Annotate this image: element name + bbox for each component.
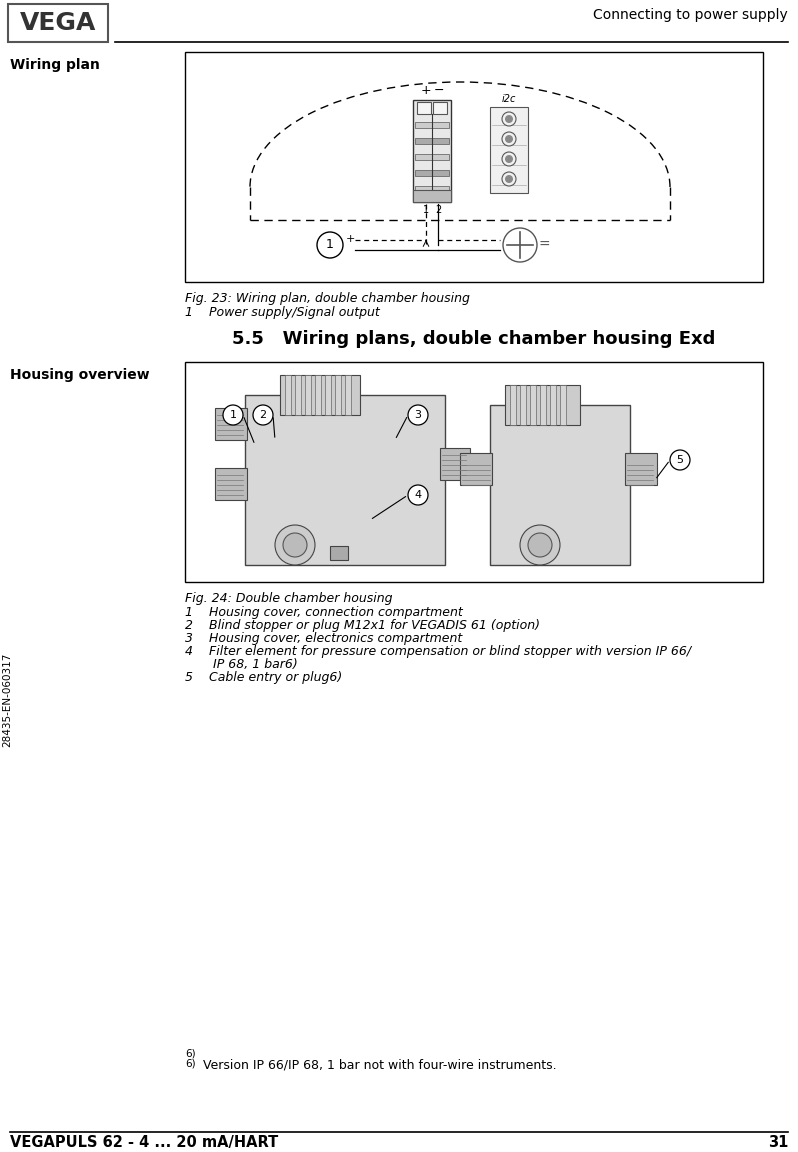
Text: 2: 2 [435,205,441,215]
Text: VEGA: VEGA [20,12,97,35]
Bar [280,376,360,415]
Circle shape [408,485,428,505]
Bar [510,385,516,425]
Bar [415,138,449,144]
Circle shape [317,232,343,258]
Bar [315,376,321,415]
Text: 1    Housing cover, connection compartment: 1 Housing cover, connection compartment [185,606,463,619]
Circle shape [502,132,516,146]
Circle shape [275,525,315,564]
Bar [215,468,247,500]
Text: i2c: i2c [502,94,516,104]
Bar [345,376,351,415]
Circle shape [503,228,537,262]
Circle shape [502,172,516,185]
Text: 1: 1 [230,410,236,420]
Bar [490,406,630,564]
Circle shape [505,115,513,123]
Bar [8,3,108,41]
Circle shape [253,406,273,425]
Text: Fig. 23: Wiring plan, double chamber housing: Fig. 23: Wiring plan, double chamber hou… [185,291,470,305]
Bar [215,408,247,440]
Bar [415,154,449,160]
Circle shape [502,112,516,126]
Text: 2: 2 [259,410,267,420]
Text: Connecting to power supply: Connecting to power supply [593,8,788,22]
Circle shape [408,406,428,425]
Text: IP 68, 1 bar6): IP 68, 1 bar6) [185,658,298,670]
Bar [413,100,451,202]
Bar [625,453,657,485]
Bar [415,122,449,128]
Text: 28435-EN-060317: 28435-EN-060317 [2,653,12,748]
Circle shape [505,135,513,143]
Circle shape [528,533,552,558]
Bar [433,103,447,114]
Text: 6): 6) [185,1048,196,1058]
Text: +: + [346,234,355,244]
Circle shape [520,525,560,564]
Bar [413,190,451,202]
Text: 1    Power supply/Signal output: 1 Power supply/Signal output [185,306,380,319]
Text: VEGAPULS 62 - 4 ... 20 mA/HART: VEGAPULS 62 - 4 ... 20 mA/HART [10,1135,279,1150]
Bar [245,395,445,564]
Bar [460,453,492,485]
Text: Wiring plan: Wiring plan [10,58,100,71]
Bar [440,448,470,480]
Bar [520,385,526,425]
Bar [530,385,536,425]
Bar [330,546,348,560]
Bar [415,185,449,192]
Circle shape [505,156,513,162]
Circle shape [283,533,307,558]
Circle shape [670,450,690,470]
Text: 4    Filter element for pressure compensation or blind stopper with version IP 6: 4 Filter element for pressure compensati… [185,645,691,658]
Circle shape [502,152,516,166]
Text: 1: 1 [423,205,429,215]
Text: 6): 6) [185,1058,196,1068]
Text: 2    Blind stopper or plug M12x1 for VEGADIS 61 (option): 2 Blind stopper or plug M12x1 for VEGADI… [185,619,540,632]
Text: 3: 3 [414,410,421,420]
Bar [295,376,301,415]
Text: 4: 4 [414,490,421,500]
Bar [285,376,291,415]
Text: 5    Cable entry or plug6): 5 Cable entry or plug6) [185,670,342,684]
Circle shape [505,175,513,183]
Text: 1: 1 [326,238,334,251]
Text: −: − [434,84,444,97]
Bar [325,376,331,415]
Text: +: + [421,84,431,97]
Text: 31: 31 [768,1135,788,1150]
Bar [540,385,546,425]
Bar [560,385,566,425]
Circle shape [223,406,243,425]
Bar [415,170,449,176]
Text: 5: 5 [677,455,684,465]
Text: 5.5   Wiring plans, double chamber housing Exd: 5.5 Wiring plans, double chamber housing… [232,329,716,348]
Bar [417,103,431,114]
Text: 3    Housing cover, electronics compartment: 3 Housing cover, electronics compartment [185,632,462,645]
Bar [305,376,311,415]
Text: =: = [539,238,551,252]
Bar [185,52,763,282]
Text: Fig. 24: Double chamber housing: Fig. 24: Double chamber housing [185,592,393,605]
Bar [505,385,580,425]
Bar [185,362,763,582]
Bar [550,385,556,425]
Text: Version IP 66/IP 68, 1 bar not with four-wire instruments.: Version IP 66/IP 68, 1 bar not with four… [203,1058,557,1071]
Bar [335,376,341,415]
Text: Housing overview: Housing overview [10,367,150,382]
Bar [490,107,528,194]
